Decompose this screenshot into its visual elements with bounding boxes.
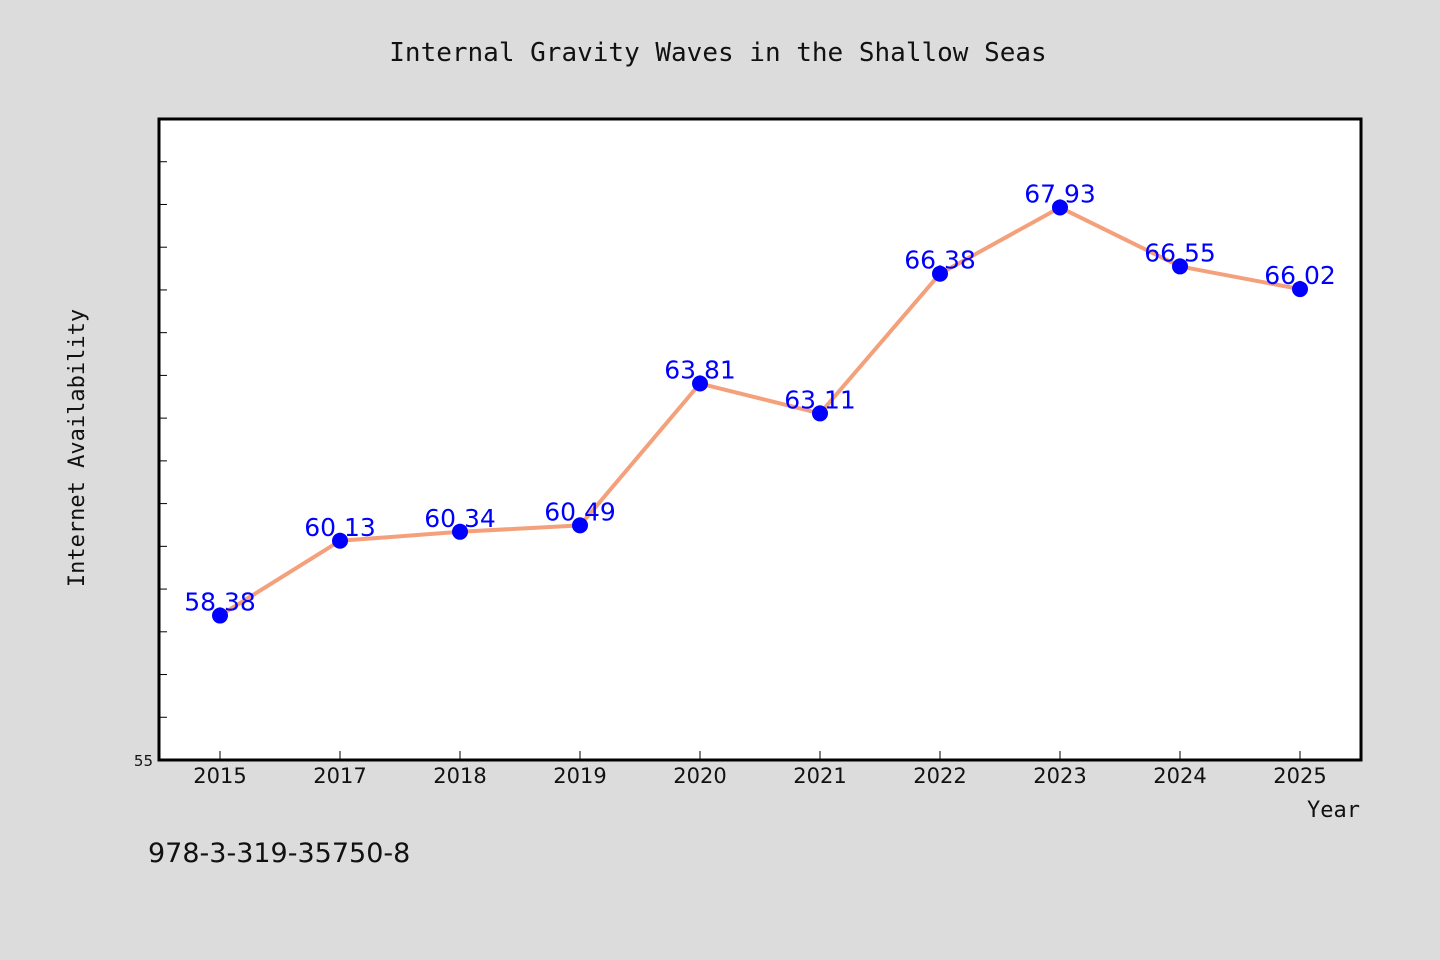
- x-tick-label: 2020: [673, 764, 726, 788]
- plot-area: [157, 117, 1363, 762]
- data-label: 63.81: [664, 356, 736, 385]
- data-point: [932, 265, 948, 282]
- x-tick-label: 2018: [433, 764, 486, 788]
- chart-title: Internal Gravity Waves in the Shallow Se…: [389, 38, 1046, 68]
- x-tick-label: 2024: [1153, 764, 1206, 788]
- x-tick-label: 2021: [793, 764, 846, 788]
- data-point: [332, 532, 348, 549]
- data-label: 66.02: [1264, 261, 1336, 290]
- x-axis-label: Year: [1307, 798, 1360, 823]
- data-point: [212, 607, 228, 624]
- x-tick-label: 2023: [1033, 764, 1086, 788]
- x-tick-labels: 2015 2017 2018 2019 2020 2021 2022 2023 2024 2025: [193, 764, 1326, 788]
- x-tick-label: 2025: [1273, 764, 1326, 788]
- data-label: 63.11: [784, 385, 856, 414]
- data-point: [1052, 199, 1068, 216]
- data-point: [692, 375, 708, 392]
- data-label: 58.38: [184, 588, 256, 617]
- y-tick-label: 55: [134, 752, 153, 770]
- x-tick-label: 2022: [913, 764, 966, 788]
- data-point: [1172, 258, 1188, 275]
- data-point: [1292, 281, 1308, 298]
- data-point: [572, 517, 588, 534]
- data-label: 67.93: [1024, 179, 1096, 208]
- data-label: 66.38: [904, 246, 976, 275]
- data-point: [812, 405, 828, 422]
- series-line: [218, 205, 1301, 618]
- data-label: 60.34: [424, 504, 496, 533]
- data-label: 60.49: [544, 497, 616, 526]
- data-labels: 58.38 60.13 60.34 60.49 63.81 63.11 66.38 67.93…: [184, 179, 1336, 616]
- data-label: 66.55: [1144, 238, 1216, 267]
- x-axis-ticks: [219, 751, 1301, 760]
- isbn-text: 978-3-319-35750-8: [148, 838, 410, 869]
- y-axis-label: Internet Availability: [65, 309, 90, 587]
- data-label: 60.13: [304, 513, 376, 542]
- x-tick-label: 2019: [553, 764, 606, 788]
- data-point: [452, 523, 468, 540]
- y-axis-ticks: [159, 161, 167, 718]
- data-markers: [212, 199, 1308, 624]
- x-tick-label: 2017: [313, 764, 366, 788]
- x-tick-label: 2015: [193, 764, 246, 788]
